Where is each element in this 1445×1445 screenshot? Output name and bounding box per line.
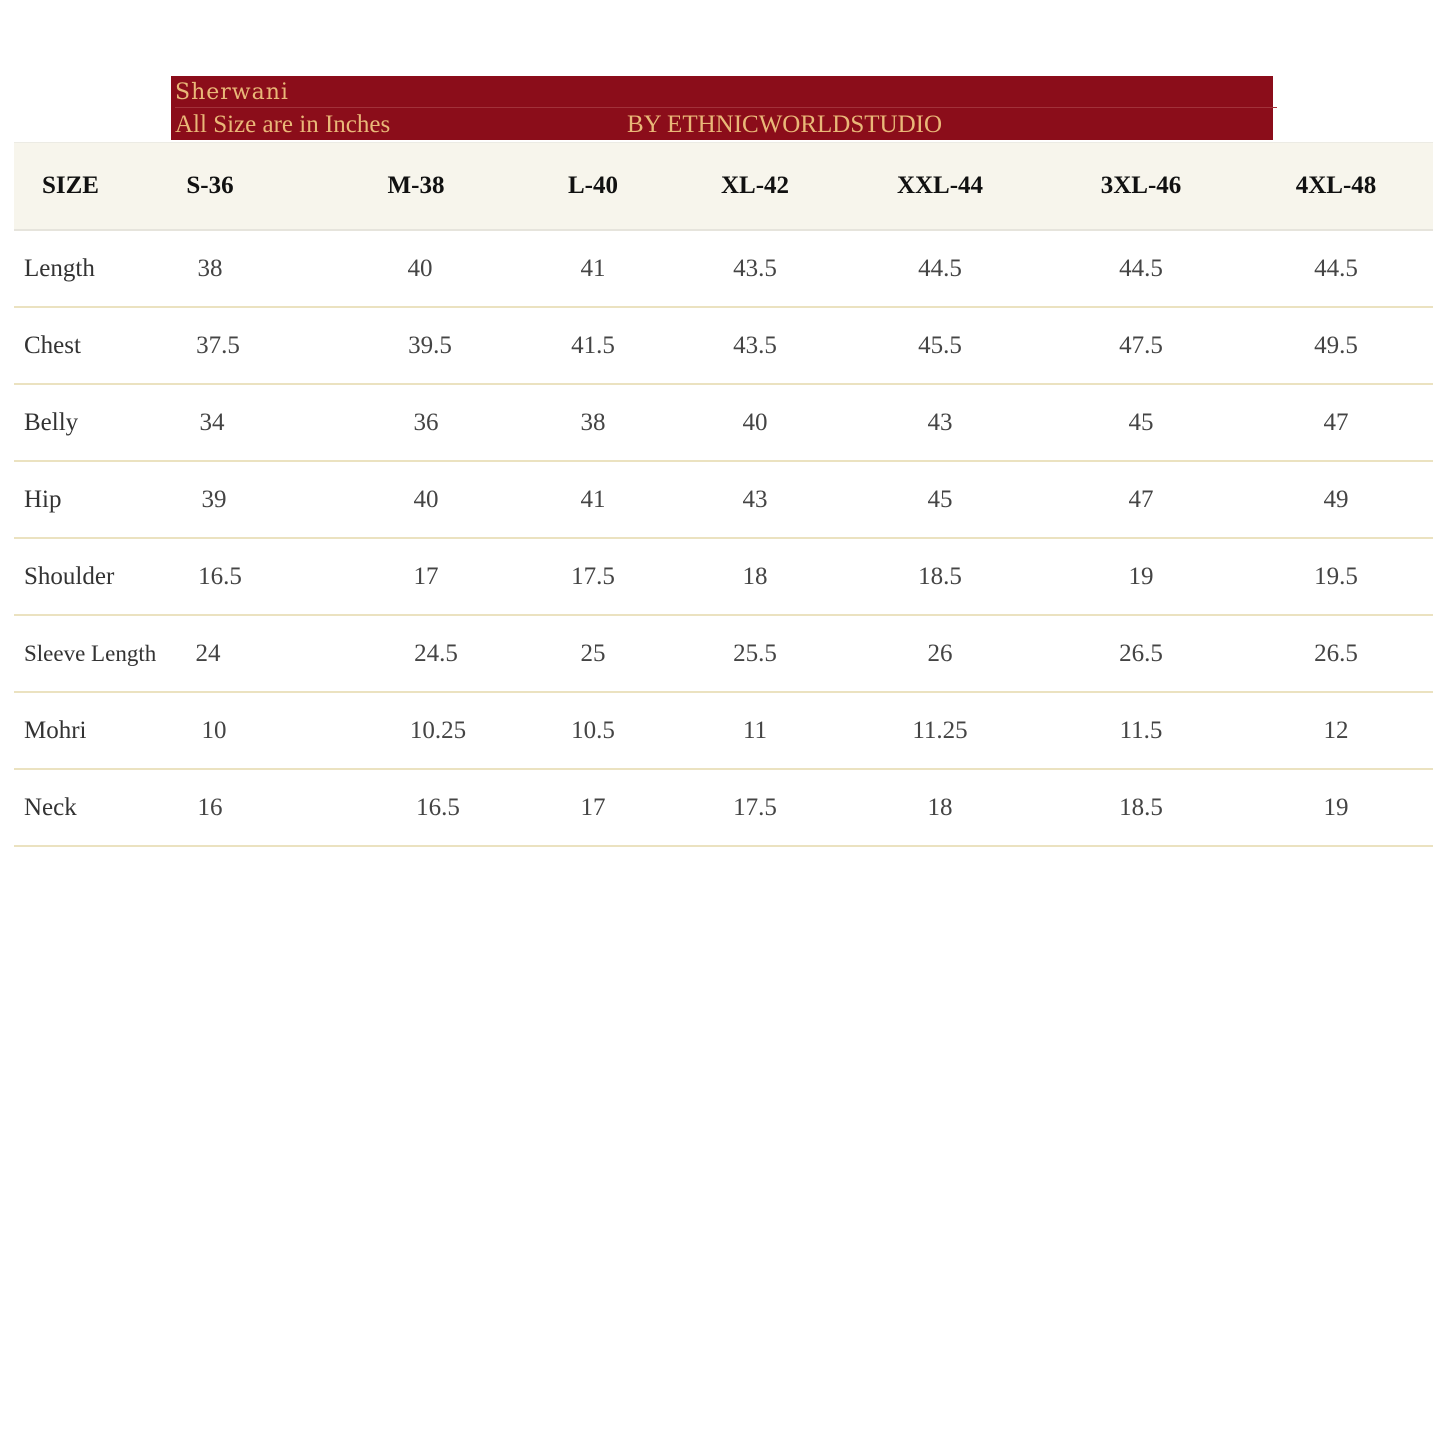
measurement-value: 41.5 xyxy=(571,331,615,359)
measurement-value: 40 xyxy=(742,408,768,436)
brand-credit: BY ETHNICWORLDSTUDIO xyxy=(627,111,943,138)
measurement-value: 47 xyxy=(1128,485,1154,513)
measurement-value: 45.5 xyxy=(918,331,962,359)
measurement-value: 26.5 xyxy=(1119,639,1163,667)
table-row: Belly 34 36 38 40 43 45 47 xyxy=(14,385,1433,462)
size-header: SIZE xyxy=(42,172,99,199)
measurement-value: 38 xyxy=(580,408,606,436)
measurement-value: 10 xyxy=(201,716,227,744)
measurement-value: 17 xyxy=(580,793,606,821)
size-column-header: M-38 xyxy=(387,172,445,199)
units-note: All Size are in Inches xyxy=(175,111,391,138)
measurement-label: Sleeve Length xyxy=(24,640,157,666)
measurement-label: Belly xyxy=(24,408,79,436)
measurement-value: 43 xyxy=(742,485,768,513)
measurement-value: 49 xyxy=(1323,485,1349,513)
measurement-value: 45 xyxy=(1128,408,1154,436)
measurement-value: 41 xyxy=(580,485,606,513)
size-column-header: XL-42 xyxy=(720,172,790,199)
measurement-value: 10.25 xyxy=(409,716,467,744)
measurement-value: 40 xyxy=(407,254,433,282)
measurement-value: 49.5 xyxy=(1314,331,1358,359)
measurement-value: 24.5 xyxy=(414,639,458,667)
measurement-value: 18 xyxy=(927,793,953,821)
measurement-value: 39.5 xyxy=(408,331,452,359)
measurement-value: 38 xyxy=(197,254,223,282)
size-column-header: 4XL-48 xyxy=(1295,172,1377,199)
measurement-value: 43.5 xyxy=(733,254,777,282)
measurement-value: 16 xyxy=(197,793,223,821)
size-column-header: S-36 xyxy=(186,172,234,199)
measurement-value: 11 xyxy=(742,716,768,744)
measurement-label: Shoulder xyxy=(24,562,115,590)
table-body: Length 38 40 41 43.5 44.5 44.5 44.5 Chest 37.5 39.… xyxy=(14,231,1433,847)
measurement-value: 44.5 xyxy=(918,254,962,282)
banner-title: Sherwani xyxy=(175,76,1277,108)
measurement-value: 11.5 xyxy=(1119,716,1163,744)
table-row: Sleeve Length 24 24.5 25 25.5 26 26.5 26.5 xyxy=(14,616,1433,693)
measurement-value: 16.5 xyxy=(198,562,242,590)
measurement-label: Hip xyxy=(24,485,62,513)
measurement-value: 40 xyxy=(413,485,439,513)
measurement-value: 47.5 xyxy=(1119,331,1163,359)
measurement-value: 44.5 xyxy=(1119,254,1163,282)
title-banner: Sherwani All Size are in Inches BY ETHNI… xyxy=(171,76,1277,140)
table-row: Hip 39 40 41 43 45 47 49 xyxy=(14,462,1433,539)
measurement-value: 10.5 xyxy=(571,716,615,744)
measurement-value: 34 xyxy=(199,408,225,436)
size-column-header: L-40 xyxy=(568,172,618,199)
measurement-value: 17.5 xyxy=(733,793,777,821)
header-row: SIZE S-36 M-38 L-40 XL-42 XXL-44 3XL-46 4XL-48 xyxy=(14,142,1433,231)
measurement-value: 26 xyxy=(927,639,953,667)
table-row: Length 38 40 41 43.5 44.5 44.5 44.5 xyxy=(14,231,1433,308)
measurement-label: Chest xyxy=(24,331,81,359)
size-column-header: XXL-44 xyxy=(896,172,984,199)
measurement-value: 45 xyxy=(927,485,953,513)
table-row: Neck 16 16.5 17 17.5 18 18.5 19 xyxy=(14,770,1433,847)
table-row: Chest 37.5 39.5 41.5 43.5 45.5 47.5 49.5 xyxy=(14,308,1433,385)
measurement-value: 18.5 xyxy=(918,562,962,590)
measurement-value: 18 xyxy=(742,562,768,590)
measurement-value: 25.5 xyxy=(733,639,777,667)
measurement-value: 11.25 xyxy=(912,716,968,744)
measurement-value: 39 xyxy=(201,485,227,513)
measurement-label: Length xyxy=(24,254,95,282)
measurement-value: 43 xyxy=(927,408,953,436)
measurement-value: 19 xyxy=(1323,793,1349,821)
measurement-value: 36 xyxy=(413,408,439,436)
measurement-value: 19.5 xyxy=(1314,562,1358,590)
measurement-value: 12 xyxy=(1323,716,1349,744)
measurement-value: 47 xyxy=(1323,408,1349,436)
measurement-value: 18.5 xyxy=(1119,793,1163,821)
measurement-label: Neck xyxy=(24,793,77,821)
measurement-value: 17.5 xyxy=(571,562,615,590)
measurement-value: 17 xyxy=(413,562,439,590)
measurement-value: 19 xyxy=(1128,562,1154,590)
size-column-header: 3XL-46 xyxy=(1100,172,1182,199)
measurement-value: 43.5 xyxy=(733,331,777,359)
measurement-label: Mohri xyxy=(24,716,87,744)
table-row: Shoulder 16.5 17 17.5 18 18.5 19 19.5 xyxy=(14,539,1433,616)
measurement-value: 25 xyxy=(580,639,606,667)
measurement-value: 16.5 xyxy=(416,793,460,821)
measurement-value: 41 xyxy=(580,254,606,282)
measurement-value: 44.5 xyxy=(1314,254,1358,282)
size-chart-table: SIZE S-36 M-38 L-40 XL-42 XXL-44 3XL-46 4XL-48… xyxy=(14,142,1433,847)
measurement-value: 37.5 xyxy=(196,331,240,359)
measurement-value: 26.5 xyxy=(1314,639,1358,667)
table-row: Mohri 10 10.25 10.5 11 11.25 11.5 12 xyxy=(14,693,1433,770)
measurement-value: 24 xyxy=(195,639,221,667)
